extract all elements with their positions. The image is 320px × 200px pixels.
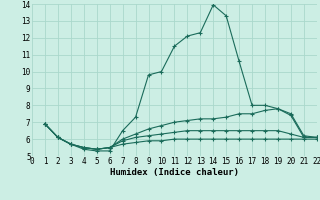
X-axis label: Humidex (Indice chaleur): Humidex (Indice chaleur) <box>110 168 239 177</box>
